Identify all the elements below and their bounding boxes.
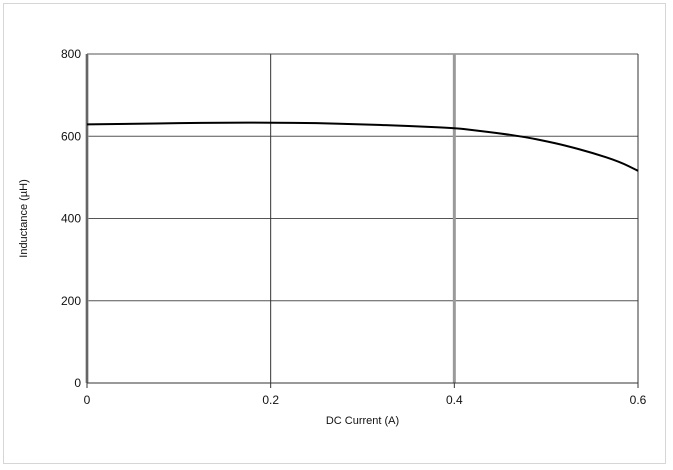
x-tick-label: 0.2 <box>262 393 279 407</box>
chart-frame <box>3 3 666 464</box>
y-tick-label: 200 <box>61 294 81 308</box>
series-line-0 <box>86 121 639 172</box>
y-tick-label: 600 <box>61 129 81 143</box>
y-tick-label: 400 <box>61 212 81 226</box>
x-axis-label: DC Current (A) <box>326 415 399 427</box>
x-tick-labels: 0 0.2 0.4 0.6 <box>84 393 647 407</box>
series-group <box>86 121 639 172</box>
x-tick-label: 0.6 <box>630 393 647 407</box>
y-axis-label: Inductance (µH) <box>18 179 30 257</box>
x-tick-label: 0 <box>84 393 91 407</box>
y-tick-label: 800 <box>61 47 81 61</box>
grid <box>85 53 639 388</box>
x-tick-label: 0.4 <box>446 393 463 407</box>
y-tick-label: 0 <box>74 376 81 390</box>
plot-border <box>86 54 638 384</box>
y-tick-labels: 0 200 400 600 800 <box>61 47 81 390</box>
